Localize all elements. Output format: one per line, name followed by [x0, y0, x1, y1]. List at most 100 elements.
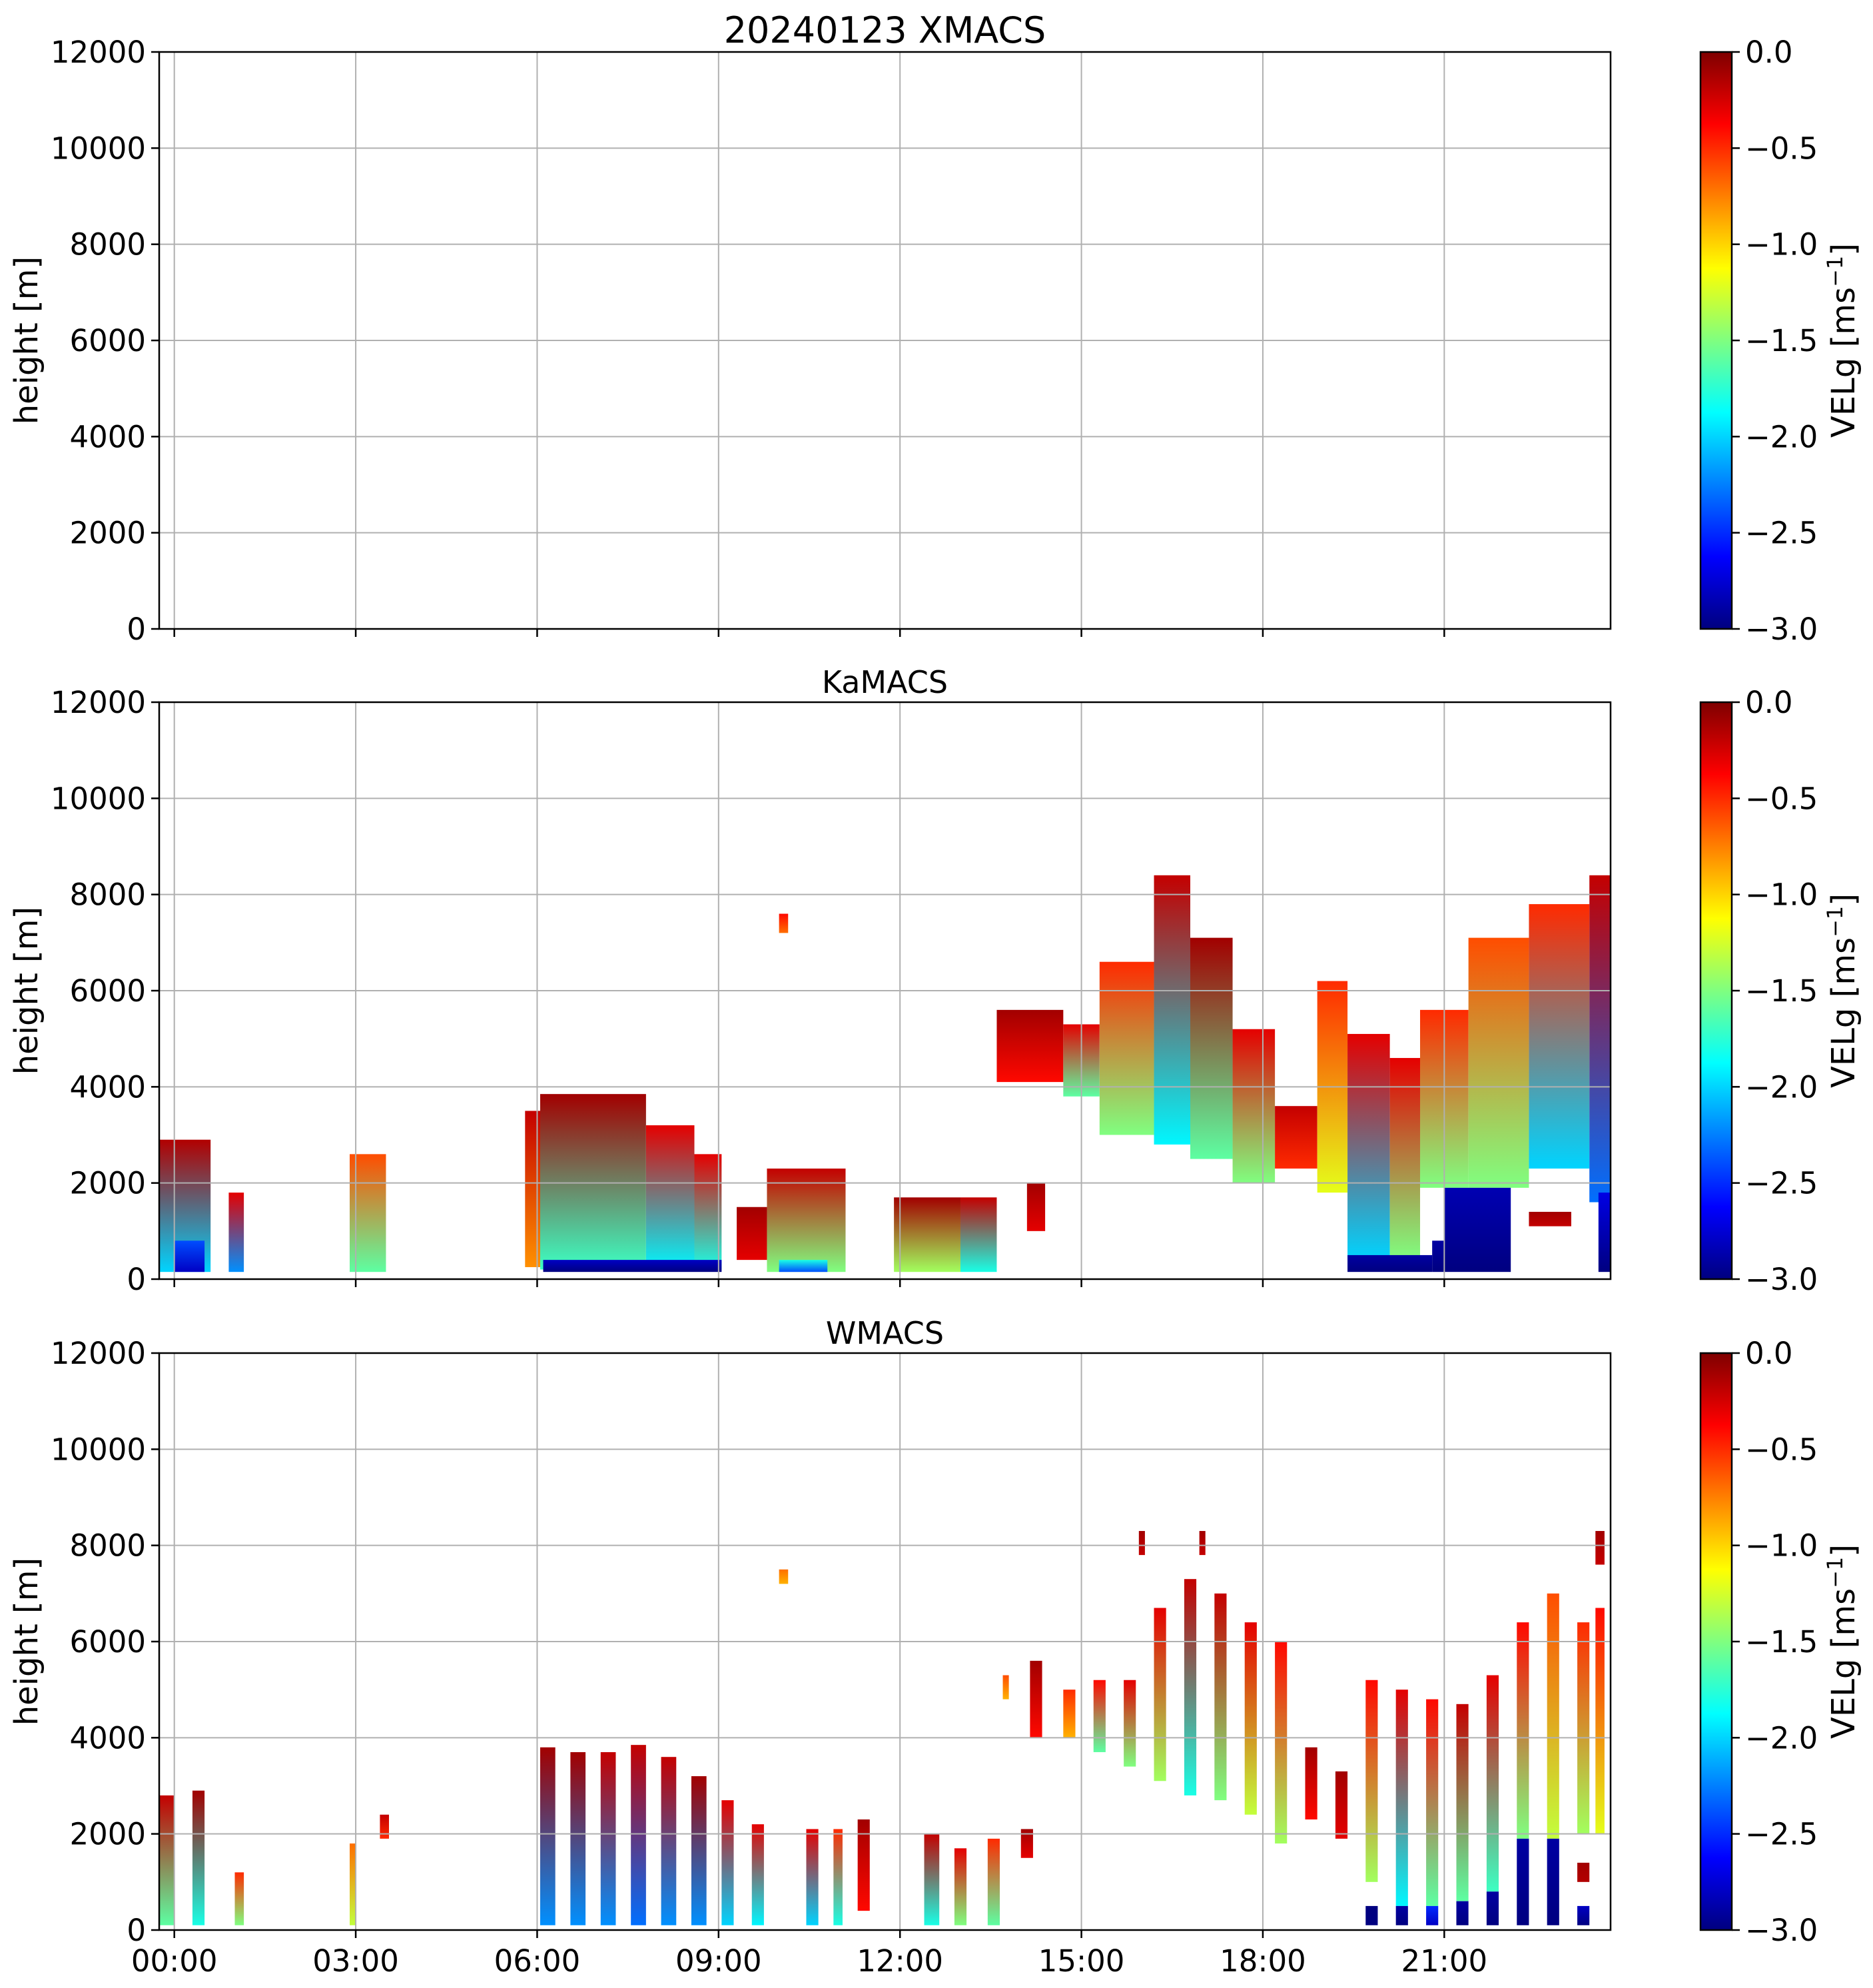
data-layer: [159, 875, 1611, 1272]
data-cell-block: [1214, 1593, 1227, 1801]
data-cell-block: [954, 1848, 967, 1925]
colorbar-tick-label: −2.0: [1745, 1069, 1818, 1105]
colorbar-tick-label: −0.5: [1745, 131, 1818, 166]
y-tick-label: 2000: [69, 1166, 146, 1201]
panel-title: 20240123 XMACS: [724, 9, 1046, 51]
data-cell-block: [1547, 1593, 1559, 1839]
data-cell-block: [1456, 1901, 1469, 1925]
data-cell-block: [1275, 1642, 1288, 1844]
data-cell-block: [1595, 1531, 1605, 1565]
data-cell-block: [349, 1843, 356, 1925]
x-tick-label: 21:00: [1401, 1943, 1487, 1979]
x-tick-label: 15:00: [1038, 1943, 1125, 1979]
y-tick-label: 12000: [51, 1336, 146, 1371]
data-cell-block: [1347, 1033, 1390, 1260]
data-cell-block: [1093, 1680, 1106, 1752]
data-cell-block: [159, 1795, 175, 1925]
colorbar-label: VELg [ms−1]: [1822, 1544, 1862, 1739]
y-tick-label: 0: [127, 1262, 146, 1297]
data-cell-block: [1389, 1058, 1421, 1260]
data-cell-block: [1365, 1905, 1378, 1925]
data-cell-block: [1426, 1699, 1439, 1906]
data-cell-block: [924, 1833, 940, 1925]
data-cell-block: [1099, 961, 1154, 1135]
colorbar-label: VELg [ms−1]: [1822, 893, 1862, 1088]
y-tick-label: 2000: [69, 1817, 146, 1852]
colorbar-tick-label: −1.5: [1745, 1624, 1818, 1660]
data-cell-block: [1595, 1608, 1605, 1834]
y-tick-label: 10000: [51, 781, 146, 816]
data-cell-block: [1154, 1608, 1166, 1781]
data-cell-block: [751, 1824, 764, 1925]
y-tick-label: 6000: [69, 1624, 146, 1660]
panel-kamacs: 0 2000 4000 6000 8000 10000 12000 KaMACS height …: [8, 664, 1862, 1297]
y-tick-label: 4000: [69, 419, 146, 454]
data-cell-block: [737, 1207, 767, 1260]
data-cell-block: [1529, 1211, 1571, 1227]
data-cell-block: [1020, 1829, 1033, 1858]
x-tick-label: 06:00: [494, 1943, 581, 1979]
data-cell-block: [894, 1197, 960, 1272]
colorbar-tick-label: −1.0: [1745, 227, 1818, 262]
data-cell-block: [228, 1193, 244, 1272]
data-cell-block: [540, 1747, 556, 1925]
data-cell-block: [1517, 1622, 1529, 1839]
colorbar-label-end: ]: [1825, 893, 1862, 906]
x-tick-label: 12:00: [857, 1943, 943, 1979]
x-tick-label: 00:00: [131, 1943, 218, 1979]
data-cell-block: [1577, 1905, 1590, 1925]
panel-title: WMACS: [826, 1315, 944, 1351]
x-tick-label: 03:00: [312, 1943, 399, 1979]
y-tick-label: 8000: [69, 877, 146, 913]
data-cell-block: [1063, 1690, 1076, 1738]
data-cell-block: [661, 1757, 677, 1925]
panel-wmacs: 0 2000 4000 6000 8000 10000 12000 00:00 03:00 06:…: [8, 1315, 1862, 1979]
data-cell-block: [1335, 1771, 1348, 1839]
data-cell-block: [1026, 1183, 1046, 1231]
colorbar-label-main: VELg [ms: [1825, 937, 1862, 1088]
data-cell-block: [996, 1009, 1064, 1083]
data-cell-block: [1154, 875, 1190, 1145]
colorbar: [1700, 1353, 1732, 1930]
colorbar-tick-label: −1.5: [1745, 323, 1818, 358]
data-cell-block: [691, 1776, 707, 1925]
data-cell-block: [1184, 1579, 1197, 1795]
data-cell-block: [806, 1829, 819, 1925]
data-cell-block: [1468, 937, 1529, 1188]
data-cell-block: [1529, 904, 1590, 1169]
colorbar-label-superscript: −1: [1822, 256, 1848, 287]
colorbar-label-end: ]: [1825, 1544, 1862, 1557]
data-cell-block: [1030, 1660, 1042, 1738]
data-cell-block: [543, 1260, 722, 1272]
data-cell-block: [1589, 875, 1611, 1203]
data-cell-block: [1305, 1747, 1317, 1820]
y-tick-label: 8000: [69, 1528, 146, 1564]
colorbar: [1700, 702, 1732, 1279]
data-cell-block: [1275, 1106, 1317, 1169]
data-cell-block: [1426, 1905, 1439, 1925]
data-cell-block: [779, 1569, 789, 1584]
data-cell-block: [1517, 1838, 1529, 1925]
panel-20240123-xmacs: 0 2000 4000 6000 8000 10000 12000 20240123 XMAC…: [8, 9, 1862, 647]
y-axis-label: height [m]: [8, 1558, 45, 1726]
colorbar-tick-label: −2.0: [1745, 1720, 1818, 1755]
colorbar-label: VELg [ms−1]: [1822, 243, 1862, 438]
data-cell-block: [1124, 1680, 1136, 1767]
y-tick-label: 6000: [69, 973, 146, 1009]
data-cell-block: [767, 1169, 846, 1272]
data-cell-block: [1456, 1704, 1469, 1901]
colorbar-tick-label: −1.0: [1745, 877, 1818, 913]
colorbar-label-end: ]: [1825, 243, 1862, 256]
data-cell-block: [1138, 1531, 1145, 1556]
data-cell-block: [694, 1154, 722, 1270]
data-cell-block: [1577, 1622, 1590, 1834]
data-cell-block: [600, 1751, 616, 1925]
data-cell-block: [779, 1260, 828, 1272]
y-tick-label: 8000: [69, 227, 146, 262]
colorbar-label-main: VELg [ms: [1825, 1588, 1862, 1739]
data-cell-block: [1347, 1254, 1433, 1272]
data-cell-block: [1232, 1029, 1276, 1183]
colorbar-tick-label: −2.0: [1745, 419, 1818, 454]
y-axis-label: height [m]: [8, 907, 45, 1075]
